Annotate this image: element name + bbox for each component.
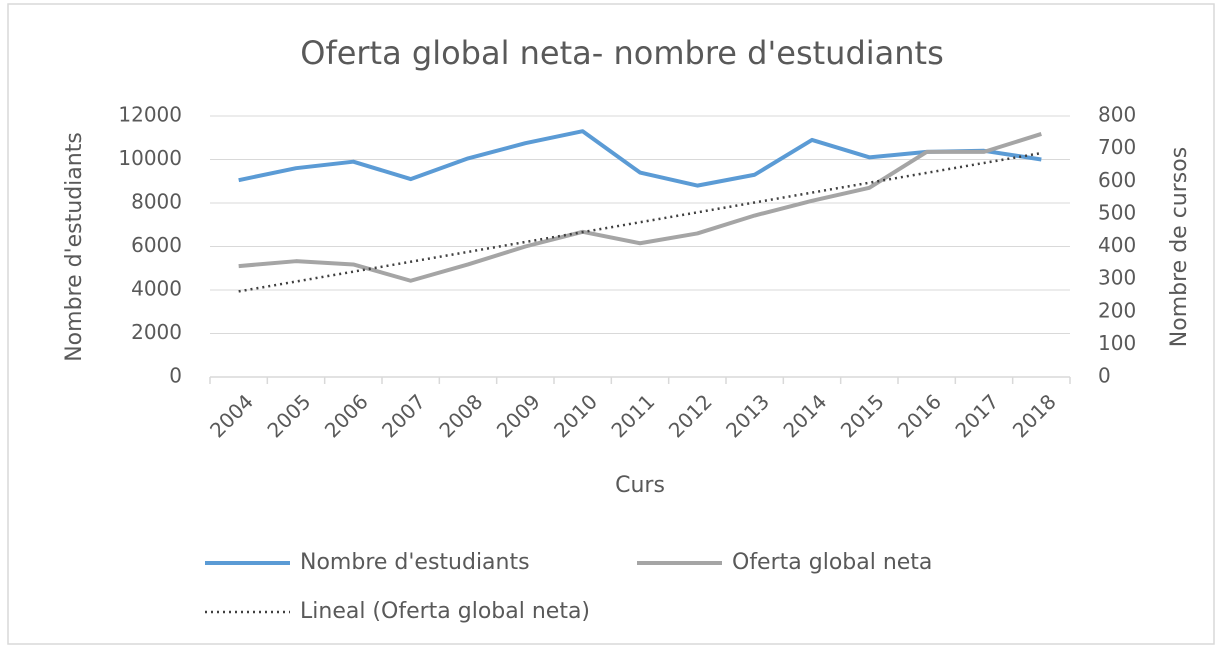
y-tick-label: 4000 — [131, 277, 182, 301]
chart-title: Oferta global neta- nombre d'estudiants — [300, 34, 944, 72]
y-tick-label: 2000 — [131, 320, 182, 344]
y2-axis-title: Nombre de cursos — [1167, 147, 1192, 347]
y2-tick-label: 300 — [1098, 266, 1136, 290]
y-axis-title: Nombre d'estudiants — [62, 132, 87, 362]
y-tick-label: 10000 — [118, 146, 182, 170]
y2-tick-label: 100 — [1098, 331, 1136, 355]
y2-tick-label: 500 — [1098, 200, 1136, 224]
y-tick-label: 0 — [169, 364, 182, 388]
legend-label: Nombre d'estudiants — [300, 550, 530, 575]
chart-frame — [7, 3, 1215, 645]
x-axis-title: Curs — [615, 473, 665, 498]
series-line — [238, 132, 1042, 283]
trend-line — [238, 151, 1042, 293]
y2-tick-label: 200 — [1098, 298, 1136, 322]
y-tick-label: 6000 — [131, 233, 182, 257]
legend-label: Oferta global neta — [732, 550, 932, 575]
y-tick-label: 8000 — [131, 190, 182, 214]
y2-tick-label: 800 — [1098, 103, 1136, 127]
y2-tick-label: 400 — [1098, 233, 1136, 257]
y2-tick-label: 600 — [1098, 168, 1136, 192]
y2-tick-label: 700 — [1098, 135, 1136, 159]
series-line — [238, 129, 1042, 188]
legend-label: Lineal (Oferta global neta) — [300, 599, 590, 624]
y-tick-label: 12000 — [118, 103, 182, 127]
y2-tick-label: 0 — [1098, 364, 1111, 388]
